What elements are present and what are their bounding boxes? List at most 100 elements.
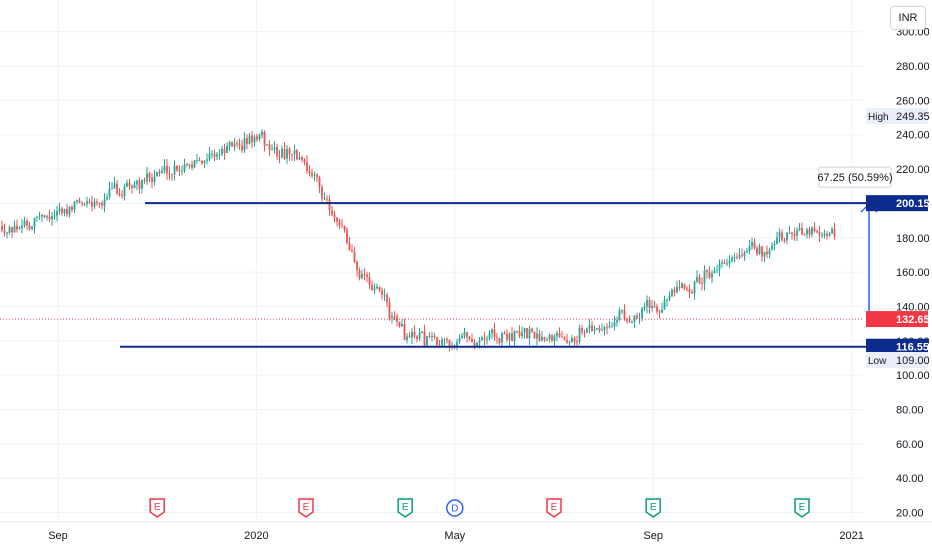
candle-body: [156, 171, 158, 177]
candle-body: [88, 201, 91, 203]
candle-body: [163, 165, 166, 171]
candle-body: [446, 339, 448, 341]
candle-body: [718, 263, 721, 270]
earnings-marker: [645, 498, 661, 518]
candle-body: [251, 135, 253, 143]
candle-body: [343, 226, 346, 231]
candle-body: [413, 331, 416, 337]
candle-body: [631, 321, 633, 323]
candle-body: [591, 325, 593, 332]
y-axis: 300.00280.00260.00240.00220.00200.00180.…: [896, 27, 930, 520]
candle-body: [356, 262, 358, 271]
x-tick-label: 2020: [244, 530, 268, 542]
candle-body: [511, 333, 513, 342]
candle-body: [181, 170, 183, 172]
candle-body: [173, 165, 176, 175]
low-label-value: 109.00: [896, 355, 930, 367]
candle-body: [201, 160, 203, 164]
candle-body: [386, 294, 388, 303]
candle-body: [191, 164, 193, 168]
candle-body: [73, 201, 76, 210]
y-tick-label: 100.00: [896, 370, 930, 382]
candle-body: [503, 333, 506, 335]
candle-body: [78, 200, 81, 203]
candle-body: [33, 218, 36, 227]
candle-body: [651, 306, 653, 308]
low-label-box: [866, 352, 928, 368]
candle-body: [756, 248, 758, 254]
candle-body: [526, 328, 528, 339]
candle-body: [688, 288, 691, 293]
candle-body: [178, 170, 181, 172]
y-tick-label: 280.00: [896, 61, 930, 73]
candle-body: [676, 286, 678, 293]
candle-body: [158, 171, 161, 173]
candle-body: [146, 173, 148, 182]
candle-body: [21, 225, 23, 228]
candle-body: [128, 182, 131, 186]
candle-body: [796, 230, 798, 236]
currency-button[interactable]: INR: [890, 6, 926, 30]
candle-body: [466, 332, 468, 338]
candle-body: [646, 300, 648, 307]
candle-body: [131, 185, 133, 189]
candle-body: [231, 142, 233, 147]
candle-body: [828, 233, 831, 236]
candle-body: [121, 195, 123, 197]
candle-body: [168, 173, 171, 175]
candle-body: [431, 336, 433, 338]
candle-body: [38, 216, 41, 218]
candle-body: [423, 331, 426, 346]
candle-body: [613, 322, 616, 327]
x-tick-label: May: [444, 530, 465, 542]
candle-body: [663, 300, 666, 310]
candle-body: [143, 179, 146, 182]
candle-body: [206, 159, 208, 161]
candle-body: [56, 211, 58, 216]
candle-body: [461, 335, 463, 339]
candle-body: [183, 164, 186, 171]
candle-body: [823, 233, 826, 236]
candles: [1, 128, 836, 352]
candle-body: [403, 323, 406, 340]
candle-body: [496, 337, 498, 339]
candle-body: [31, 226, 33, 230]
candle-body: [76, 200, 78, 202]
candle-body: [636, 315, 638, 319]
candle-body: [411, 331, 413, 338]
candle-body: [398, 322, 401, 327]
candle-body: [333, 214, 336, 218]
candle-body: [703, 270, 706, 284]
candle-body: [48, 216, 51, 220]
candle-body: [93, 201, 96, 207]
candle-body: [538, 333, 541, 341]
candle-body: [361, 273, 363, 279]
candle-body: [98, 202, 101, 204]
candle-body: [8, 227, 11, 233]
candle-body: [556, 333, 558, 337]
candle-body: [236, 143, 238, 145]
candle-body: [488, 333, 491, 339]
candle-body: [818, 232, 821, 236]
candle-body: [376, 286, 378, 289]
candle-body: [621, 310, 623, 312]
candle-body: [196, 159, 198, 161]
candle-body: [623, 310, 626, 320]
candle-body: [733, 256, 736, 258]
y-tick-label: 40.00: [896, 473, 924, 485]
candle-body: [678, 286, 681, 288]
candle-body: [371, 285, 373, 291]
candle-body: [91, 202, 93, 207]
candle-body: [571, 338, 573, 343]
candle-body: [771, 245, 773, 251]
candle-body: [326, 198, 328, 200]
candle-body: [228, 142, 231, 147]
candle-body: [658, 311, 661, 313]
candle-body: [628, 321, 631, 323]
levels: 67.25 (50.59%): [0, 166, 893, 348]
y-tick-label: 180.00: [896, 233, 930, 245]
candle-body: [458, 338, 461, 343]
dividend-marker-label: D: [451, 504, 458, 515]
candle-body: [136, 180, 138, 185]
